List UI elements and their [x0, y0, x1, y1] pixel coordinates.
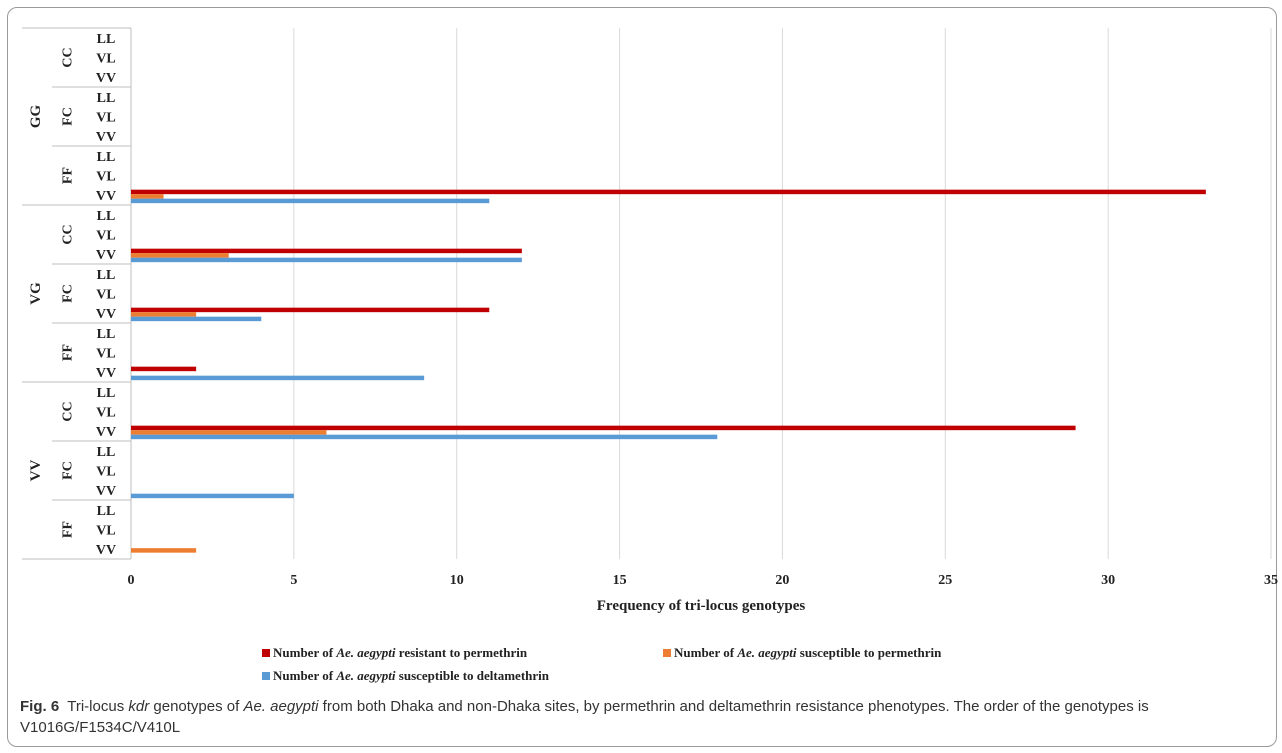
legend-swatch-1 [663, 649, 671, 657]
bar-series-0-GG-FF-VV [131, 189, 1206, 195]
x-tick-label-1: 5 [290, 573, 297, 588]
bar-series-0-VG-FF-VV [131, 366, 197, 372]
bar-series-2-VG-FC-VV [131, 316, 262, 322]
bar-series-1-VG-CC-VV [131, 253, 229, 258]
category-label-inner-VG-CC-VL: VL [96, 229, 115, 244]
caption-text-species: Ae. aegypti [243, 698, 319, 715]
figure-caption: Fig. 6 Tri-locus kdr genotypes of Ae. ae… [20, 696, 1265, 738]
category-label-inner-VG-FC-VV: VV [96, 307, 116, 322]
category-label-inner-VG-CC-LL: LL [97, 209, 116, 224]
category-label-inner-GG-FC-VL: VL [96, 111, 115, 126]
bar-series-1-VG-FC-VV [131, 312, 197, 317]
legend-entry-0: Number of Ae. aegypti resistant to perme… [262, 645, 527, 661]
legend-label-1-pre: Number of [674, 645, 738, 660]
x-tick-label-5: 25 [938, 573, 952, 588]
category-label-middle-VG-FF: FF [61, 344, 76, 361]
chart: 0 5 10 15 20 25 30 35 Frequency of tri-locus gen… [22, 27, 1278, 614]
category-label-inner-VG-CC-VV: VV [96, 248, 116, 263]
category-label-middle-VV-FC: FC [61, 461, 76, 480]
category-label-inner-GG-FF-LL: LL [97, 150, 116, 165]
legend-label-0-pre: Number of [273, 645, 337, 660]
bar-series-0-VV-CC-VV [131, 425, 1076, 431]
category-label-middle-VG-FC: FC [61, 284, 76, 303]
x-tick-label-0: 0 [128, 573, 135, 588]
x-tick-label-4: 20 [775, 573, 789, 588]
category-label-inner-VV-FC-VL: VL [96, 465, 115, 480]
legend-swatch-0 [262, 649, 270, 657]
x-tick-label-6: 30 [1101, 573, 1115, 588]
legend-label-0-post: resistant to permethrin [395, 645, 528, 660]
category-label-middle-GG-CC: CC [61, 47, 76, 67]
category-label-outer-VG: VG [28, 282, 44, 305]
category-label-inner-VG-FC-VL: VL [96, 288, 115, 303]
category-label-inner-VV-CC-LL: LL [97, 386, 116, 401]
bar-series-0-VG-CC-VV [131, 248, 522, 254]
legend-label-1-post: susceptible to permethrin [796, 645, 942, 660]
category-label-inner-GG-FC-LL: LL [97, 91, 116, 106]
category-label-inner-VG-FF-LL: LL [97, 327, 116, 342]
x-tick-label-3: 15 [613, 573, 627, 588]
caption-text-3: from both Dhaka and non-Dhaka sites, by … [20, 698, 1149, 736]
category-label-inner-GG-CC-LL: LL [97, 32, 116, 47]
category-label-middle-VV-FF: FF [61, 521, 76, 538]
category-label-inner-GG-FF-VV: VV [96, 189, 116, 204]
category-label-inner-VV-FC-LL: LL [97, 445, 116, 460]
category-label-inner-VG-FC-LL: LL [97, 268, 116, 283]
category-label-middle-GG-FF: FF [61, 167, 76, 184]
legend-swatch-2 [262, 672, 270, 680]
x-axis-title: Frequency of tri-locus genotypes [597, 598, 806, 614]
bar-series-1-VV-CC-VV [131, 430, 327, 435]
category-label-inner-VV-CC-VL: VL [96, 406, 115, 421]
category-label-inner-GG-CC-VL: VL [96, 52, 115, 67]
legend-label-2-species: Ae. aegypti [336, 668, 396, 683]
legend-entry-2: Number of Ae. aegypti susceptible to del… [262, 668, 549, 684]
category-label-inner-VV-CC-VV: VV [96, 425, 116, 440]
category-label-inner-GG-CC-VV: VV [96, 71, 116, 86]
category-label-inner-VG-FF-VV: VV [96, 366, 116, 381]
bar-series-2-VV-CC-VV [131, 434, 718, 440]
bar-series-2-VG-CC-VV [131, 257, 522, 263]
category-label-middle-VV-CC: CC [61, 401, 76, 421]
category-label-inner-VV-FC-VV: VV [96, 484, 116, 499]
x-tick-label-2: 10 [450, 573, 464, 588]
category-label-middle-GG-FC: FC [61, 107, 76, 126]
bar-series-0-VG-FC-VV [131, 307, 490, 313]
bar-series-1-GG-FF-VV [131, 194, 164, 199]
legend-label-0-species: Ae. aegypti [336, 645, 396, 660]
category-label-inner-VV-FF-VL: VL [96, 524, 115, 539]
category-label-inner-GG-FC-VV: VV [96, 130, 116, 145]
category-label-inner-VG-FF-VL: VL [96, 347, 115, 362]
category-label-inner-GG-FF-VL: VL [96, 170, 115, 185]
category-label-middle-VG-CC: CC [61, 224, 76, 244]
legend-label-2-post: susceptible to deltamethrin [395, 668, 549, 683]
category-label-inner-VV-FF-LL: LL [97, 504, 116, 519]
caption-text-1: Tri-locus [67, 698, 129, 715]
bar-series-2-VV-FC-VV [131, 493, 294, 499]
legend-entry-1: Number of Ae. aegypti susceptible to per… [663, 645, 941, 661]
legend-label-2-pre: Number of [273, 668, 337, 683]
caption-text-2: genotypes of [149, 698, 244, 715]
x-tick-label-7: 35 [1264, 573, 1278, 588]
category-label-outer-GG: GG [28, 105, 44, 129]
bar-series-2-VG-FF-VV [131, 375, 425, 381]
bar-series-2-GG-FF-VV [131, 198, 490, 204]
legend-label-1-species: Ae. aegypti [737, 645, 797, 660]
category-label-inner-VV-FF-VV: VV [96, 543, 116, 558]
bar-series-1-VV-FF-VV [131, 548, 197, 553]
category-label-outer-VV: VV [28, 460, 44, 482]
figure-label: Fig. 6 [20, 698, 60, 715]
caption-text-kdr: kdr [128, 698, 150, 715]
